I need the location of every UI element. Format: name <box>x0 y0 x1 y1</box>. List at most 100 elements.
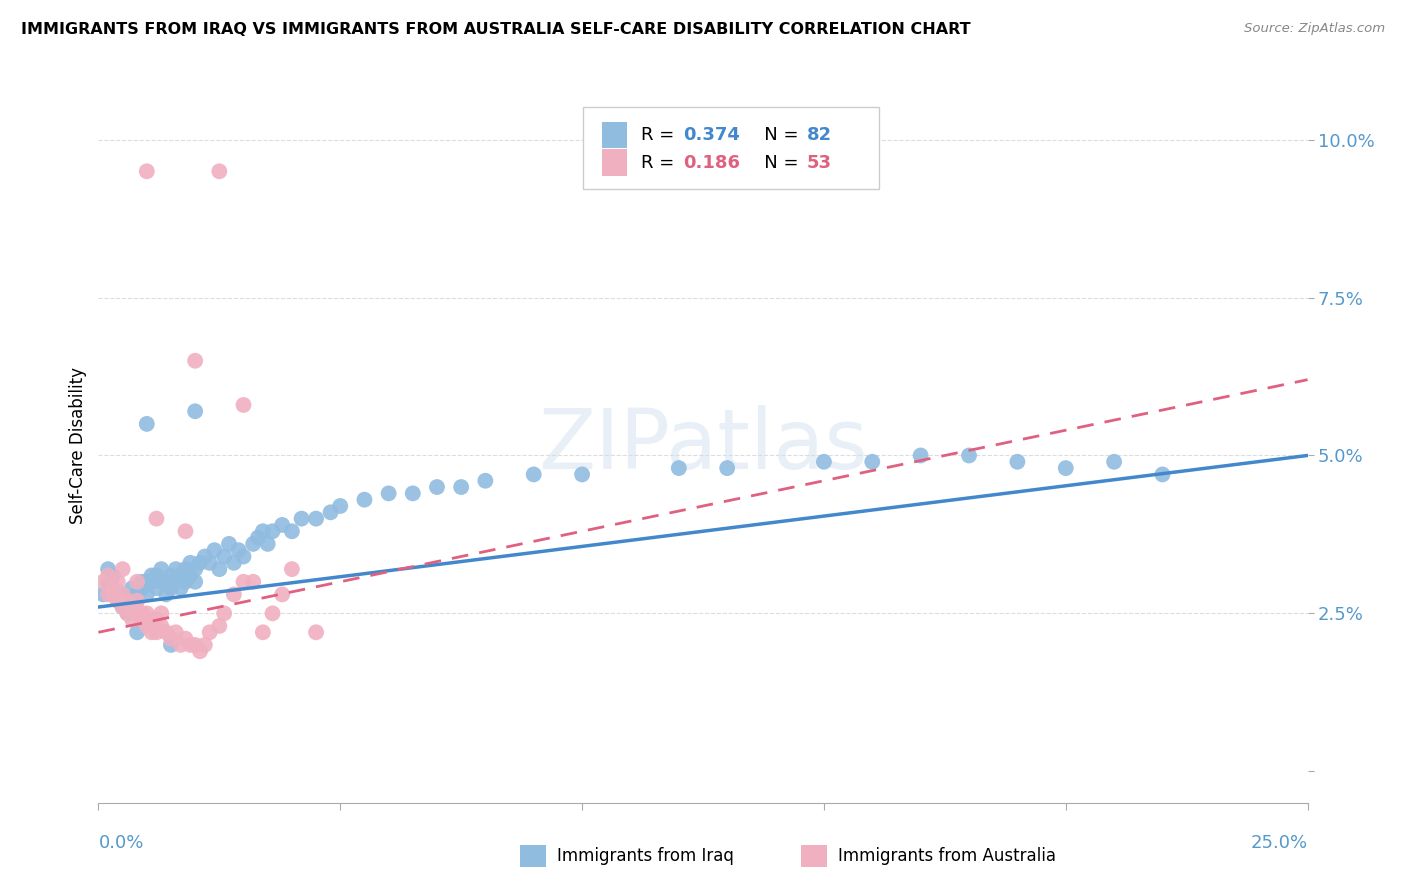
Point <box>111 587 134 601</box>
Point <box>1054 461 1077 475</box>
Text: 82: 82 <box>807 126 832 144</box>
Point <box>218 537 240 551</box>
Point <box>150 562 173 576</box>
Point <box>377 486 399 500</box>
Point <box>117 593 139 607</box>
Point <box>117 593 139 607</box>
Point <box>127 625 149 640</box>
Point <box>117 607 139 621</box>
Point <box>208 164 231 178</box>
Point <box>188 644 211 658</box>
Point <box>1007 455 1029 469</box>
Point <box>107 574 129 589</box>
Point <box>860 455 883 469</box>
Point <box>252 524 274 539</box>
Point <box>252 625 274 640</box>
Text: R =: R = <box>641 126 681 144</box>
Text: N =: N = <box>747 153 804 171</box>
Point <box>145 511 167 525</box>
Text: 0.374: 0.374 <box>683 126 740 144</box>
Point <box>716 461 738 475</box>
Point <box>101 568 124 582</box>
Point <box>188 556 211 570</box>
Point <box>910 449 932 463</box>
Point <box>131 613 153 627</box>
Point <box>141 568 163 582</box>
Point <box>160 638 183 652</box>
Point <box>194 638 217 652</box>
Point <box>150 574 173 589</box>
Point <box>150 619 173 633</box>
Point <box>242 574 264 589</box>
Point <box>174 524 197 539</box>
Point <box>194 549 217 564</box>
Point <box>145 568 167 582</box>
Point <box>97 587 120 601</box>
Point <box>131 581 153 595</box>
Text: Source: ZipAtlas.com: Source: ZipAtlas.com <box>1244 22 1385 36</box>
Text: ZIPatlas: ZIPatlas <box>538 406 868 486</box>
Point <box>184 404 207 418</box>
Point <box>107 593 129 607</box>
Point <box>329 499 352 513</box>
Point <box>256 537 278 551</box>
Point <box>212 549 235 564</box>
Point <box>184 574 207 589</box>
Point <box>169 581 191 595</box>
Point <box>101 587 124 601</box>
Point <box>160 581 183 595</box>
Point <box>121 581 143 595</box>
Point <box>165 625 187 640</box>
Text: N =: N = <box>747 126 804 144</box>
Point <box>121 600 143 615</box>
Point <box>353 492 375 507</box>
Point <box>232 574 254 589</box>
Point <box>101 581 124 595</box>
Text: 0.0%: 0.0% <box>98 834 143 852</box>
Point <box>121 600 143 615</box>
Point <box>135 417 157 431</box>
Point <box>127 593 149 607</box>
Point <box>107 593 129 607</box>
Point <box>145 625 167 640</box>
Point <box>155 625 177 640</box>
Point <box>91 587 114 601</box>
Point <box>127 587 149 601</box>
Point <box>111 562 134 576</box>
Text: R =: R = <box>641 153 681 171</box>
Point <box>474 474 496 488</box>
Point <box>174 574 197 589</box>
Point <box>155 574 177 589</box>
Point <box>141 574 163 589</box>
Point <box>571 467 593 482</box>
Point <box>184 638 207 652</box>
Point <box>97 574 120 589</box>
Point <box>141 625 163 640</box>
Point <box>111 600 134 615</box>
Text: Immigrants from Australia: Immigrants from Australia <box>838 847 1056 865</box>
Point <box>262 607 284 621</box>
Point <box>141 613 163 627</box>
Point <box>131 574 153 589</box>
Point <box>198 556 221 570</box>
Point <box>212 607 235 621</box>
Point <box>135 607 157 621</box>
Point <box>222 587 245 601</box>
Point <box>127 574 149 589</box>
Point <box>160 632 183 646</box>
Point <box>97 562 120 576</box>
Point <box>145 613 167 627</box>
Text: 53: 53 <box>807 153 832 171</box>
Point <box>174 632 197 646</box>
Point <box>184 353 207 368</box>
Point <box>228 543 250 558</box>
Point <box>174 562 197 576</box>
Point <box>271 587 294 601</box>
Point <box>319 505 342 519</box>
Point <box>91 574 114 589</box>
Y-axis label: Self-Care Disability: Self-Care Disability <box>69 368 87 524</box>
Point <box>165 562 187 576</box>
Point <box>117 607 139 621</box>
Point <box>184 562 207 576</box>
Point <box>179 638 201 652</box>
